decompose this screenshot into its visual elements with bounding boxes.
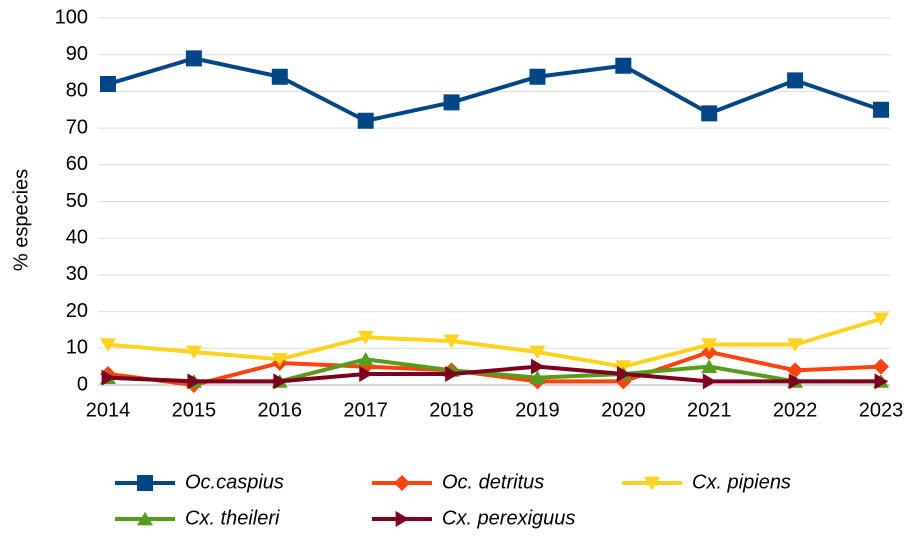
marker: [271, 68, 288, 85]
y-axis-label: % especies: [10, 169, 32, 271]
legend-label: Cx. theileri: [185, 507, 280, 529]
legend-label: Oc.caspius: [185, 471, 284, 493]
marker: [187, 373, 202, 390]
x-tick-label: 2019: [515, 399, 560, 421]
marker: [787, 72, 804, 89]
marker: [101, 369, 116, 386]
marker: [873, 312, 889, 327]
marker: [137, 511, 153, 526]
y-tick-label: 80: [66, 80, 88, 102]
marker: [273, 373, 287, 390]
marker: [787, 362, 804, 379]
y-tick-label: 10: [66, 337, 88, 359]
y-tick-label: 90: [66, 43, 88, 65]
x-tick-label: 2021: [687, 399, 732, 421]
y-tick-label: 50: [66, 190, 88, 212]
marker: [615, 57, 632, 74]
marker: [271, 352, 288, 367]
marker: [529, 345, 546, 360]
marker: [445, 365, 459, 382]
series-line: [107, 364, 881, 384]
x-tick-label: 2015: [172, 399, 217, 421]
marker: [873, 101, 889, 118]
x-tick-label: 2022: [773, 399, 818, 421]
marker: [357, 330, 374, 345]
marker: [100, 338, 116, 352]
marker: [443, 334, 460, 349]
x-tick-label: 2018: [429, 399, 474, 421]
y-tick-label: 70: [66, 116, 88, 138]
marker: [395, 511, 410, 527]
marker: [394, 475, 410, 491]
series-line: [107, 56, 882, 123]
marker: [702, 373, 717, 390]
y-tick-label: 100: [55, 6, 88, 28]
marker: [788, 373, 803, 390]
marker: [874, 373, 889, 390]
marker: [616, 365, 631, 382]
legend-label: Oc. detritus: [442, 471, 544, 493]
x-tick-label: 2016: [258, 399, 303, 421]
marker: [873, 358, 889, 375]
y-tick-label: 30: [66, 263, 88, 285]
marker: [185, 50, 202, 67]
marker: [787, 338, 804, 352]
y-tick-label: 60: [66, 153, 88, 175]
marker: [529, 68, 546, 85]
marker: [701, 338, 718, 352]
marker: [185, 345, 202, 360]
marker: [644, 476, 660, 491]
marker: [701, 105, 718, 122]
x-tick-label: 2017: [343, 399, 388, 421]
marker: [137, 475, 153, 491]
y-tick-label: 20: [66, 300, 88, 322]
marker: [357, 352, 374, 366]
y-tick-label: 40: [66, 226, 88, 248]
marker: [701, 343, 718, 360]
marker: [531, 358, 545, 375]
series-line: [107, 317, 882, 369]
x-tick-label: 2020: [601, 399, 646, 421]
y-tick-label: 0: [77, 373, 88, 395]
marker: [357, 112, 374, 129]
marker: [100, 76, 116, 93]
marker: [529, 370, 546, 385]
legend-label: Cx. perexiguus: [442, 507, 575, 529]
legend-label: Cx. pipiens: [692, 471, 791, 493]
marker: [443, 94, 460, 111]
x-tick-label: 2023: [859, 399, 904, 421]
x-tick-label: 2014: [86, 399, 131, 421]
marker: [701, 359, 718, 374]
marker: [359, 365, 373, 382]
